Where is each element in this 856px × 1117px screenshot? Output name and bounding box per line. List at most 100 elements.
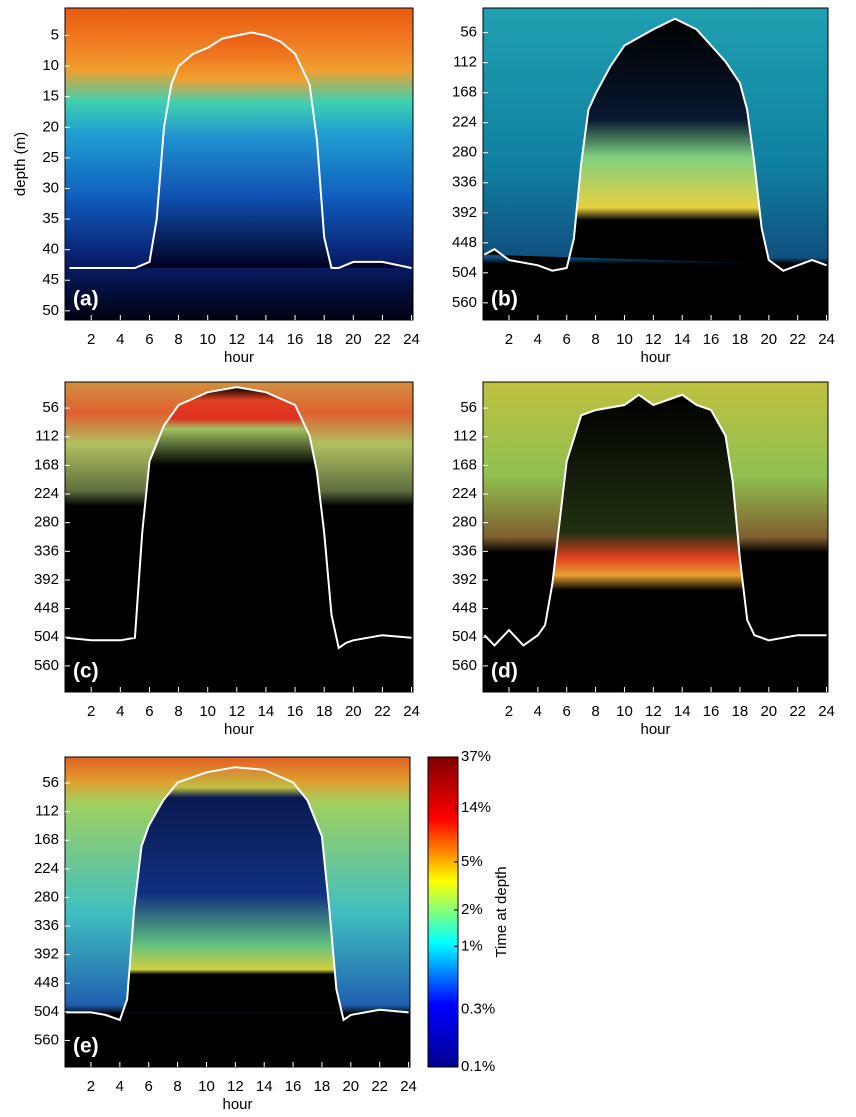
colorbar-tick-label: 14%	[461, 799, 491, 816]
y-tick-label: 168	[34, 456, 59, 473]
x-tick-label: 16	[703, 703, 720, 720]
plot-frame	[64, 756, 411, 1068]
y-tick-label: 504	[34, 1003, 59, 1020]
y-tick-label: 224	[34, 860, 59, 877]
y-tick-label: 112	[453, 54, 477, 71]
colorbar-tick-label: 37%	[461, 748, 491, 765]
colorbar-label: Time at depth	[493, 866, 510, 957]
y-tick-label: 448	[34, 600, 59, 617]
heatmap-day	[66, 767, 409, 1020]
light-curve	[66, 386, 412, 650]
y-tick-label: 448	[452, 234, 477, 251]
y-tick-label: 336	[34, 917, 59, 934]
y-tick-label: 30	[42, 179, 59, 196]
y-tick-label: 25	[42, 149, 59, 166]
x-tick-label: 12	[645, 331, 662, 348]
x-tick-label: 6	[563, 703, 571, 720]
x-tick-label: 4	[116, 331, 124, 348]
x-tick-label: 14	[256, 1078, 273, 1095]
x-axis-label: hour	[224, 721, 254, 738]
y-tick-label: 112	[35, 428, 59, 445]
plot-frame	[482, 7, 829, 321]
y-tick-label: 560	[452, 657, 477, 674]
x-tick-label: 2	[505, 703, 513, 720]
x-tick-label: 10	[616, 703, 633, 720]
x-tick-label: 10	[199, 703, 216, 720]
y-tick-label: 504	[452, 628, 477, 645]
y-tick-label: 336	[452, 174, 477, 191]
x-tick-label: 12	[228, 331, 245, 348]
x-axis-label: hour	[640, 721, 670, 738]
x-tick-label: 22	[371, 1078, 388, 1095]
light-curve	[483, 393, 827, 647]
x-tick-label: 4	[534, 703, 542, 720]
y-tick-label: 224	[452, 485, 477, 502]
x-axis-label: hour	[222, 1096, 252, 1113]
y-tick-label: 56	[460, 24, 477, 41]
y-tick-label: 168	[34, 831, 59, 848]
y-tick-label: 45	[42, 271, 59, 288]
plot-frame	[482, 381, 829, 693]
y-tick-label: 504	[34, 628, 59, 645]
x-tick-label: 2	[87, 331, 95, 348]
y-tick-label: 35	[42, 210, 59, 227]
x-tick-label: 20	[345, 331, 362, 348]
y-tick-label: 280	[34, 888, 59, 905]
x-tick-label: 16	[285, 1078, 302, 1095]
x-tick-label: 16	[287, 331, 304, 348]
x-tick-label: 6	[145, 703, 153, 720]
y-tick-label: 56	[42, 774, 59, 791]
light-curve	[69, 31, 412, 269]
x-tick-label: 24	[403, 331, 420, 348]
x-tick-label: 6	[145, 1078, 153, 1095]
plot-frame	[64, 381, 414, 693]
x-tick-label: 18	[316, 703, 333, 720]
x-tick-label: 24	[403, 703, 420, 720]
x-tick-label: 18	[732, 703, 749, 720]
y-tick-label: 392	[34, 571, 59, 588]
heatmap-day	[69, 32, 412, 268]
x-tick-label: 18	[316, 331, 333, 348]
y-tick-label: 448	[34, 974, 59, 991]
plot-frame	[64, 7, 414, 321]
y-tick-label: 280	[452, 514, 477, 531]
light-curve	[66, 766, 409, 1022]
y-tick-label: 560	[34, 1031, 59, 1048]
x-tick-label: 20	[342, 1078, 359, 1095]
x-tick-label: 14	[258, 703, 275, 720]
panel	[65, 382, 413, 692]
y-tick-label: 392	[452, 204, 477, 221]
y-tick-label: 280	[452, 144, 477, 161]
x-tick-label: 8	[591, 703, 599, 720]
x-tick-label: 10	[199, 331, 216, 348]
y-tick-label: 224	[34, 485, 59, 502]
x-tick-label: 24	[818, 331, 835, 348]
x-tick-label: 14	[258, 331, 275, 348]
y-tick-label: 224	[452, 114, 477, 131]
colorbar-tick-label: 2%	[461, 901, 483, 918]
y-tick-label: 504	[452, 264, 477, 281]
x-tick-label: 18	[732, 331, 749, 348]
x-tick-label: 12	[227, 1078, 244, 1095]
y-tick-label: 56	[460, 399, 477, 416]
y-tick-label: 392	[452, 571, 477, 588]
panel-label: (c)	[73, 660, 99, 683]
panel-label: (b)	[491, 288, 518, 311]
colorbar-tick-label: 1%	[461, 937, 483, 954]
y-tick-label: 448	[452, 600, 477, 617]
x-tick-label: 18	[314, 1078, 331, 1095]
y-tick-label: 5	[51, 26, 59, 43]
y-tick-label: 10	[42, 57, 59, 74]
y-tick-label: 560	[34, 657, 59, 674]
x-tick-label: 22	[374, 331, 391, 348]
x-tick-label: 8	[174, 331, 182, 348]
x-tick-label: 14	[674, 331, 691, 348]
panel-label: (a)	[73, 288, 99, 311]
x-tick-label: 6	[145, 331, 153, 348]
colorbar	[427, 756, 459, 1068]
panel	[65, 757, 410, 1067]
heatmap-day	[484, 394, 827, 646]
x-tick-label: 8	[173, 1078, 181, 1095]
heatmap-day	[66, 387, 412, 648]
x-tick-label: 8	[591, 331, 599, 348]
